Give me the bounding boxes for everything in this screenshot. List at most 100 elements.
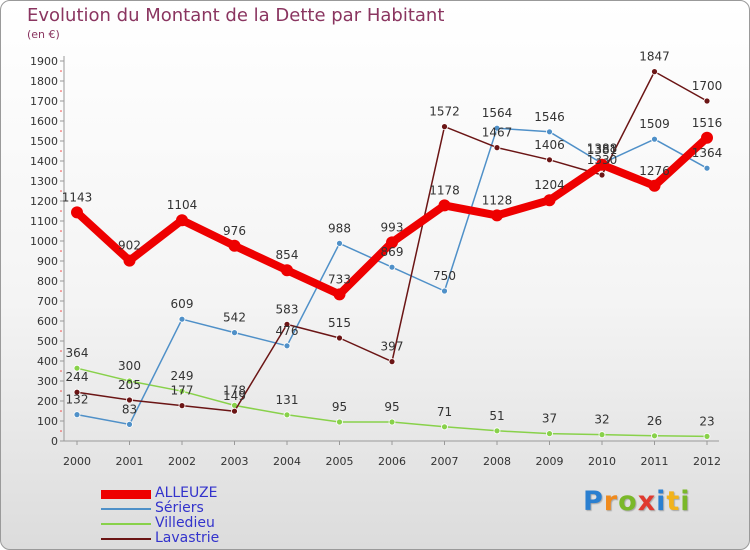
- data-point: [228, 239, 241, 252]
- data-label: 733: [328, 272, 351, 286]
- data-label: 300: [118, 359, 141, 373]
- y-minor-dot: [60, 370, 62, 372]
- data-point: [73, 411, 81, 419]
- data-label: 1104: [167, 198, 198, 212]
- data-label: 149: [223, 389, 246, 403]
- data-point: [493, 124, 501, 132]
- logo-letter: o: [618, 486, 638, 517]
- data-label: 1564: [482, 106, 513, 120]
- data-label: 32: [594, 413, 609, 427]
- data-point: [701, 131, 713, 144]
- y-minor-dot: [60, 290, 62, 292]
- data-point: [543, 194, 556, 207]
- x-tick-label: 2002: [168, 455, 196, 468]
- data-point: [438, 199, 451, 212]
- data-point: [333, 288, 346, 301]
- logo-letter: i: [680, 486, 691, 517]
- y-tick-label: 1700: [30, 95, 58, 108]
- logo-letter: r: [603, 486, 619, 517]
- data-label: 83: [122, 402, 137, 416]
- y-tick-label: 200: [37, 395, 58, 408]
- data-point: [651, 68, 658, 75]
- data-point: [178, 387, 186, 395]
- data-label: 397: [381, 340, 404, 354]
- y-minor-dot: [60, 190, 62, 192]
- data-point: [546, 128, 553, 136]
- data-point: [336, 334, 343, 342]
- data-label: 37: [542, 412, 557, 426]
- data-point: [388, 418, 396, 426]
- y-minor-dot: [60, 270, 62, 272]
- data-label: 1388: [587, 141, 618, 155]
- x-tick-label: 2000: [63, 455, 91, 468]
- data-label: 988: [328, 221, 351, 235]
- data-point: [73, 364, 81, 372]
- y-tick-label: 1400: [30, 155, 58, 168]
- data-point: [598, 431, 606, 439]
- y-minor-dot: [60, 150, 62, 152]
- data-point: [126, 396, 133, 404]
- x-tick-label: 2012: [693, 455, 721, 468]
- data-point: [493, 144, 501, 152]
- y-tick-label: 0: [51, 435, 58, 448]
- legend: ALLEUZE Sériers Villedieu Lavastrie: [101, 485, 301, 546]
- data-label: 583: [276, 302, 299, 316]
- data-point: [651, 432, 658, 440]
- x-tick-label: 2005: [326, 455, 354, 468]
- legend-label-villedieu: Villedieu: [155, 515, 215, 531]
- data-label: 1128: [482, 193, 513, 207]
- legend-swatch-seriers: [101, 508, 151, 510]
- data-point: [71, 206, 83, 219]
- chart-subtitle: (en €): [27, 28, 60, 41]
- y-tick-label: 1500: [30, 135, 58, 148]
- y-tick-label: 900: [37, 255, 58, 268]
- data-point: [493, 427, 501, 435]
- x-tick-label: 2007: [431, 455, 459, 468]
- data-label: 993: [381, 220, 404, 234]
- data-point: [126, 377, 133, 385]
- data-label: 23: [699, 414, 714, 428]
- x-tick-label: 2009: [536, 455, 564, 468]
- y-minor-dot: [60, 170, 62, 172]
- data-label: 1364: [692, 146, 723, 160]
- data-label: 609: [171, 297, 194, 311]
- y-tick-label: 100: [37, 415, 58, 428]
- data-point: [283, 411, 291, 419]
- data-label: 1700: [692, 79, 723, 93]
- data-point: [441, 423, 448, 431]
- logo-letter: t: [666, 486, 681, 517]
- y-minor-dot: [60, 90, 62, 92]
- y-tick-label: 1600: [30, 115, 58, 128]
- y-tick-label: 1200: [30, 195, 58, 208]
- data-point: [73, 388, 81, 396]
- y-tick-label: 1000: [30, 235, 58, 248]
- data-point: [546, 156, 553, 164]
- data-label: 132: [66, 393, 89, 407]
- legend-label-lavastrie: Lavastrie: [155, 530, 220, 546]
- data-label: 1467: [482, 126, 513, 140]
- data-label: 26: [647, 414, 662, 428]
- x-tick-label: 2008: [483, 455, 511, 468]
- data-label: 976: [223, 224, 246, 238]
- data-label: 1847: [639, 50, 670, 64]
- y-minor-dot: [60, 230, 62, 232]
- data-point: [388, 263, 396, 271]
- legend-item-alleuze: ALLEUZE: [101, 485, 301, 501]
- data-point: [491, 209, 503, 222]
- y-minor-dot: [60, 390, 62, 392]
- data-label: 205: [118, 378, 141, 392]
- data-point: [231, 407, 238, 415]
- data-label: 1330: [587, 153, 618, 167]
- data-point: [598, 171, 606, 179]
- y-tick-label: 500: [37, 335, 58, 348]
- data-label: 1572: [429, 105, 460, 119]
- legend-label-alleuze: ALLEUZE: [155, 485, 218, 501]
- x-tick-label: 2001: [116, 455, 144, 468]
- data-label: 95: [384, 400, 399, 414]
- legend-item-villedieu: Villedieu: [101, 515, 301, 531]
- y-minor-dot: [60, 130, 62, 132]
- data-label: 854: [276, 248, 299, 262]
- y-minor-dot: [60, 310, 62, 312]
- data-label: 1509: [639, 117, 670, 131]
